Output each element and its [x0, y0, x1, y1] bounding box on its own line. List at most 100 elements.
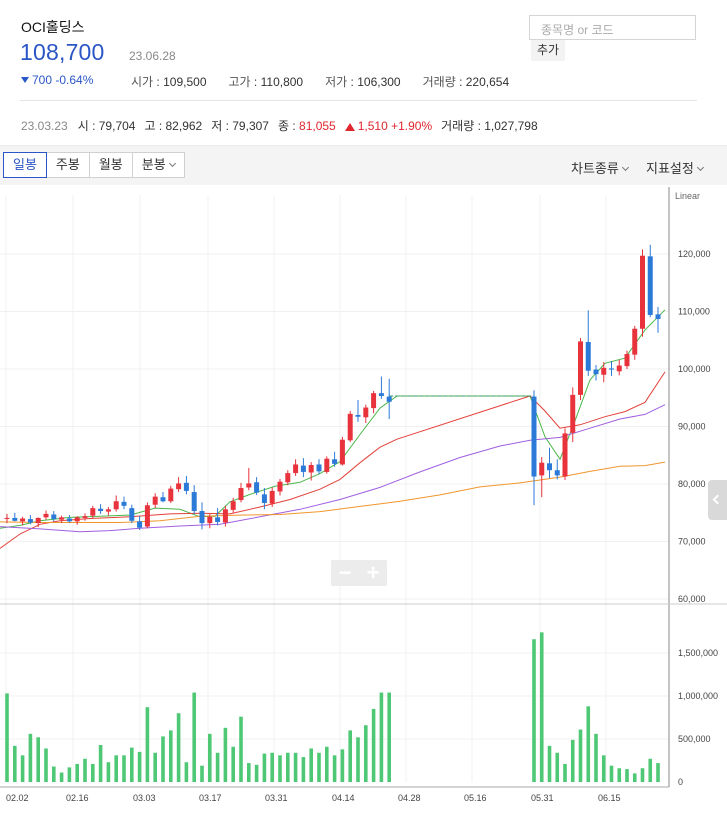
- candle-body: [113, 501, 119, 510]
- zoom-in-button[interactable]: +: [366, 560, 380, 585]
- volume-bar: [208, 733, 212, 782]
- search-input[interactable]: 종목명 or 코드: [529, 15, 696, 40]
- tab-weekly[interactable]: 주봉: [47, 153, 90, 177]
- date-tick-label: 03.31: [265, 793, 288, 803]
- date-tick-label: 06.15: [598, 793, 621, 803]
- volume-bar: [356, 737, 360, 782]
- volume-tick-label: 1,000,000: [678, 691, 718, 701]
- candle-body: [554, 470, 560, 476]
- hover-volume: 거래량 : 1,027,798: [441, 119, 538, 133]
- volume-bar: [20, 755, 25, 782]
- volume-bar: [98, 745, 103, 782]
- candle-body: [585, 341, 591, 371]
- volume-bar: [75, 763, 79, 782]
- volume-bar: [106, 762, 111, 782]
- stock-chart[interactable]: Linear 120,000 110,000 100,000 90,000 80,000 7…: [0, 187, 727, 814]
- candle-body: [578, 341, 583, 395]
- volume-bar: [114, 755, 118, 782]
- volume-tick-label: 1,500,000: [678, 648, 718, 658]
- hover-ohlc-row: 23.03.23 시 : 79,704 고 : 82,962 저 : 79,30…: [21, 117, 547, 134]
- volume-bar: [601, 755, 606, 782]
- volume-bar: [192, 692, 196, 782]
- volume-bar: [301, 757, 306, 782]
- candle-body: [152, 496, 158, 505]
- candle-body: [27, 519, 33, 523]
- candle-body: [160, 497, 166, 502]
- candle-body: [378, 393, 384, 397]
- volume-bar: [555, 752, 560, 782]
- price-change: 700 -0.64%: [21, 73, 93, 87]
- chevron-left-icon: [712, 494, 723, 505]
- hover-diff: 1,510 +1.90%: [344, 119, 432, 133]
- price-tick-label: 80,000: [678, 479, 706, 489]
- candle-body: [609, 368, 614, 370]
- candle-body: [355, 415, 361, 417]
- volume-bar: [67, 767, 72, 782]
- price-tick-label: 110,000: [678, 307, 710, 317]
- candle-body: [144, 505, 150, 527]
- hover-date: 23.03.23: [21, 118, 68, 133]
- volume-bar: [539, 632, 544, 782]
- candle-body: [632, 328, 638, 355]
- volume-bar: [262, 753, 267, 782]
- volume-bar: [632, 773, 637, 782]
- down-arrow-icon: [21, 77, 29, 83]
- candle-body: [98, 508, 104, 512]
- candle-body: [129, 508, 135, 521]
- volume-bar: [239, 716, 243, 782]
- volume-bar: [44, 748, 48, 782]
- candle-body: [277, 481, 283, 492]
- indicator-settings-dropdown[interactable]: 지표설정: [646, 158, 704, 177]
- scale-label: Linear: [675, 191, 700, 201]
- candle-body: [593, 369, 599, 375]
- volume-bar: [59, 772, 64, 782]
- candle-body: [207, 516, 213, 524]
- volume-bar: [640, 768, 645, 782]
- chart-area[interactable]: Linear 120,000 110,000 100,000 90,000 80,000 7…: [0, 187, 727, 814]
- candle-body: [82, 516, 88, 518]
- candle-body: [191, 492, 197, 512]
- volume-bar: [332, 755, 337, 782]
- add-button[interactable]: 추가: [531, 40, 565, 61]
- date-tick-label: 02.02: [6, 793, 29, 803]
- zoom-out-button[interactable]: −: [338, 560, 352, 585]
- candle-body: [261, 494, 267, 503]
- volume-bar: [176, 713, 181, 782]
- volume-bar: [184, 762, 189, 782]
- zoom-controls: − +: [331, 560, 387, 586]
- hover-low: 저 : 79,307: [211, 119, 269, 133]
- price-tick-label: 60,000: [678, 594, 706, 604]
- candle-body: [183, 482, 189, 491]
- candle-body: [74, 517, 80, 522]
- volume-bar: [379, 692, 384, 782]
- volume-bar: [200, 765, 204, 782]
- tab-daily[interactable]: 일봉: [3, 152, 47, 178]
- volume-tick-label: 0: [678, 777, 683, 787]
- candle-body: [332, 459, 338, 464]
- volume-bar: [13, 745, 17, 782]
- side-panel-toggle[interactable]: [708, 480, 727, 520]
- volume-bar: [153, 752, 157, 782]
- volume-bar: [130, 747, 134, 782]
- volume-bar: [317, 752, 321, 782]
- candle-body: [570, 394, 576, 433]
- volume-bar: [340, 749, 345, 782]
- tab-minute[interactable]: 분봉: [133, 153, 184, 177]
- volume-bar: [570, 739, 575, 782]
- volume-bar: [648, 758, 653, 782]
- volume-bar: [83, 758, 87, 782]
- volume-bar: [5, 693, 9, 782]
- candle-body: [293, 464, 299, 474]
- candle-body: [20, 518, 26, 522]
- price-tick-label: 70,000: [678, 537, 706, 547]
- volume-bar: [293, 752, 298, 782]
- stat-volume: 거래량 : 220,654: [422, 75, 510, 89]
- candle-body: [616, 365, 622, 372]
- candle-body: [222, 509, 228, 523]
- volume-bar: [254, 764, 259, 782]
- volume-bar: [36, 737, 40, 782]
- tab-monthly[interactable]: 월봉: [90, 153, 133, 177]
- chart-type-dropdown[interactable]: 차트종류: [571, 158, 629, 177]
- volume-bar: [617, 768, 622, 782]
- hover-close: 종 : 81,055: [277, 119, 336, 133]
